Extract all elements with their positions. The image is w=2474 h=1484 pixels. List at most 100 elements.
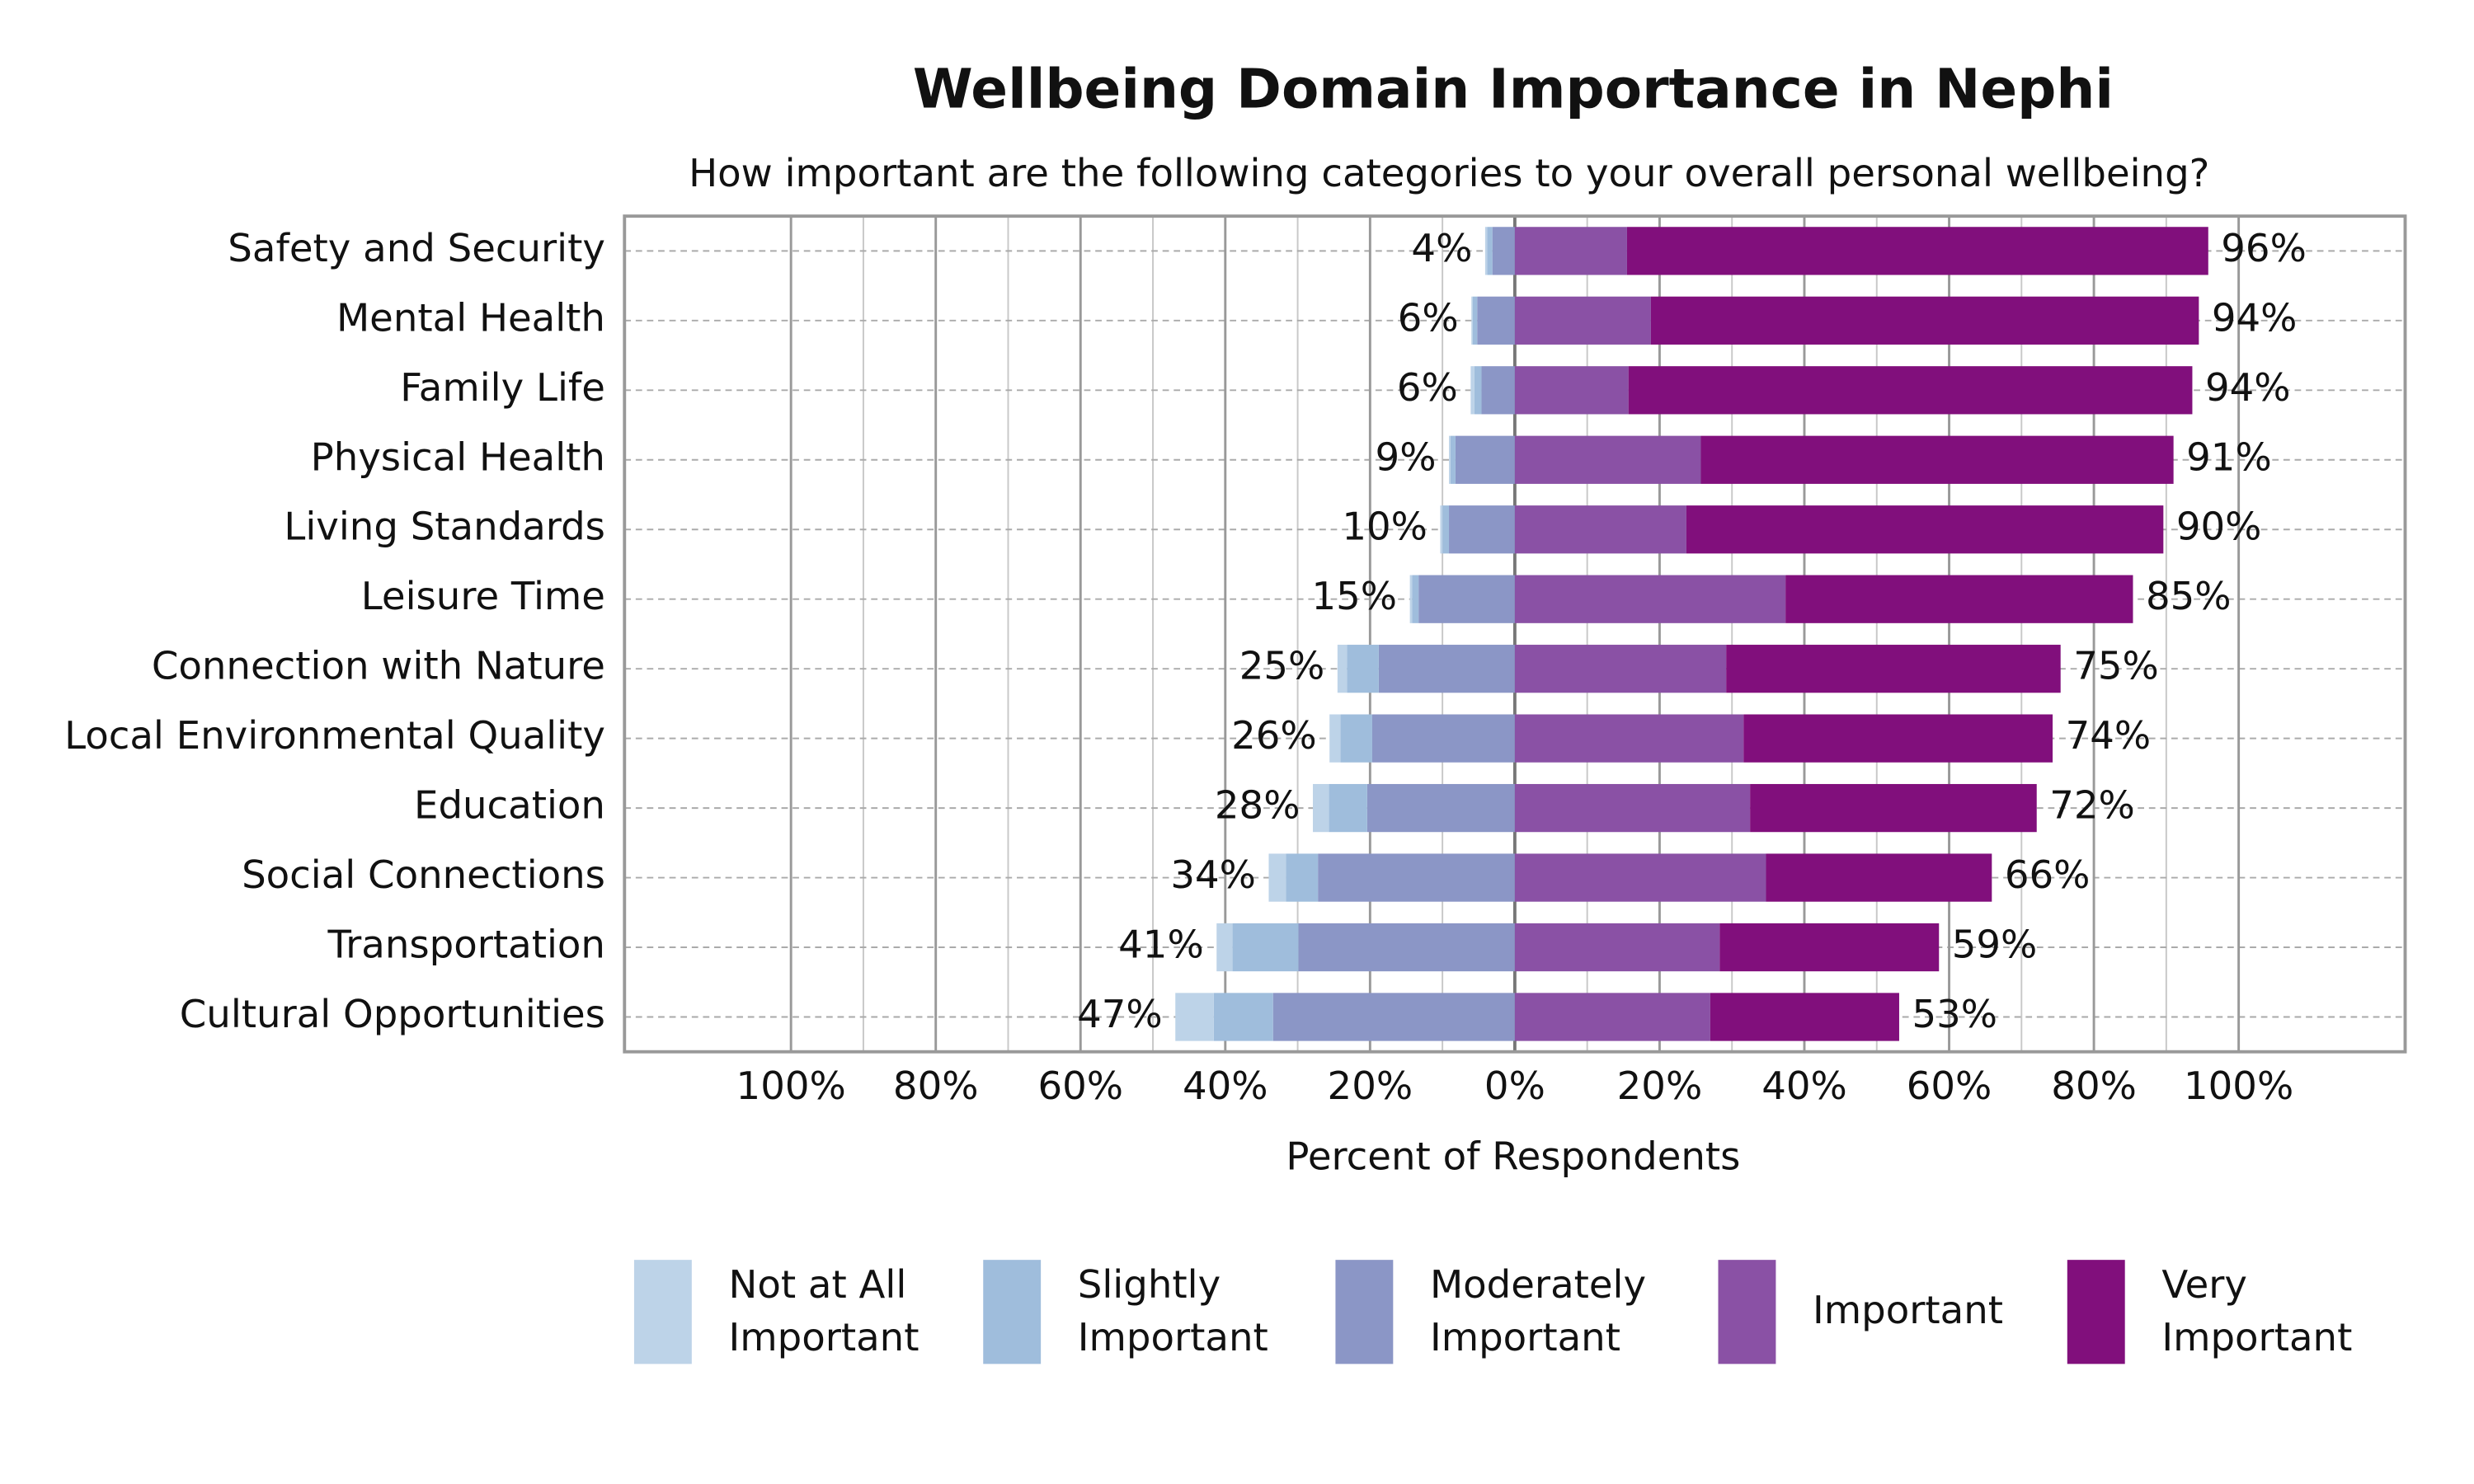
negative-total-label: 47% bbox=[1077, 992, 1163, 1036]
negative-total-label: 26% bbox=[1231, 713, 1317, 758]
bar-segment bbox=[1650, 296, 2199, 345]
legend-swatch bbox=[1335, 1260, 1394, 1364]
bar-segment bbox=[1514, 923, 1720, 972]
negative-total-label: 4% bbox=[1411, 226, 1472, 270]
bar-segment bbox=[1418, 575, 1515, 623]
bar-segment bbox=[1347, 645, 1379, 693]
negative-total-label: 6% bbox=[1398, 295, 1459, 340]
positive-total-label: 75% bbox=[2073, 644, 2159, 688]
negative-total-label: 41% bbox=[1118, 923, 1204, 967]
bar-segment bbox=[1514, 366, 1629, 415]
legend-swatch bbox=[983, 1260, 1042, 1364]
bar-segment bbox=[1329, 783, 1367, 833]
legend-swatch bbox=[633, 1260, 692, 1364]
bar-segment bbox=[1366, 783, 1515, 833]
negative-total-label: 28% bbox=[1215, 783, 1300, 828]
positive-total-label: 74% bbox=[2066, 713, 2152, 758]
positive-total-label: 72% bbox=[2049, 783, 2135, 828]
bar-segment bbox=[1743, 714, 2053, 763]
bar-segment bbox=[1487, 227, 1493, 275]
bar-segment bbox=[1492, 227, 1515, 275]
category-label: Physical Health bbox=[311, 434, 605, 479]
x-axis-title: Percent of Respondents bbox=[1286, 1134, 1740, 1178]
x-tick-label: 80% bbox=[893, 1064, 979, 1108]
negative-total-label: 9% bbox=[1376, 434, 1437, 479]
bar-segment bbox=[1785, 575, 2133, 623]
bar-segment bbox=[1719, 923, 1940, 972]
legend-swatch bbox=[1718, 1260, 1776, 1364]
negative-total-label: 10% bbox=[1342, 505, 1427, 549]
legend-label: Not at All Important bbox=[728, 1262, 919, 1360]
bar-segment bbox=[1378, 645, 1515, 693]
bar-segment bbox=[1710, 993, 1899, 1041]
bar-segment bbox=[1329, 714, 1341, 763]
bar-segment bbox=[1766, 853, 1992, 902]
category-label: Local Environmental Quality bbox=[64, 713, 605, 758]
bar-segment bbox=[1298, 923, 1515, 972]
positive-total-label: 90% bbox=[2176, 505, 2262, 549]
bar-segment bbox=[1472, 296, 1478, 345]
legend-label: Very Important bbox=[2161, 1262, 2352, 1360]
bar-segment bbox=[1449, 505, 1515, 554]
category-label: Mental Health bbox=[336, 295, 605, 340]
bar-segment bbox=[1213, 993, 1273, 1041]
bar-segment bbox=[1628, 366, 2193, 415]
bar-segment bbox=[1514, 296, 1651, 345]
positive-total-label: 59% bbox=[1952, 923, 2038, 967]
bar-segment bbox=[1409, 575, 1413, 623]
positive-total-label: 91% bbox=[2186, 434, 2272, 479]
category-label: Connection with Nature bbox=[152, 644, 605, 688]
category-label: Safety and Security bbox=[228, 226, 605, 270]
bar-segment bbox=[1449, 435, 1451, 484]
category-label: Education bbox=[414, 783, 605, 828]
bar-segment bbox=[1470, 366, 1475, 415]
bar-segment bbox=[1626, 227, 2208, 275]
bar-segment bbox=[1455, 435, 1515, 484]
bar-segment bbox=[1272, 993, 1515, 1041]
category-label: Living Standards bbox=[284, 505, 605, 549]
chart-subtitle: How important are the following categori… bbox=[689, 151, 2209, 195]
negative-total-label: 6% bbox=[1397, 365, 1458, 410]
bar-segment bbox=[1440, 505, 1443, 554]
x-tick-label: 80% bbox=[2051, 1064, 2137, 1108]
x-tick-label: 40% bbox=[1183, 1064, 1268, 1108]
positive-total-label: 53% bbox=[1912, 992, 1998, 1036]
bar-segment bbox=[1175, 993, 1214, 1041]
bar-segment bbox=[1474, 366, 1482, 415]
bar-segment bbox=[1313, 783, 1329, 833]
bar-segment bbox=[1514, 853, 1766, 902]
positive-total-label: 94% bbox=[2205, 365, 2291, 410]
legend-label: Moderately Important bbox=[1430, 1262, 1646, 1360]
category-label: Cultural Opportunities bbox=[180, 992, 605, 1036]
bar-segment bbox=[1318, 853, 1515, 902]
bar-segment bbox=[1700, 435, 2174, 484]
category-label: Family Life bbox=[400, 365, 605, 410]
x-tick-label: 100% bbox=[736, 1064, 846, 1108]
x-tick-label: 0% bbox=[1484, 1064, 1545, 1108]
negative-total-label: 34% bbox=[1170, 852, 1256, 897]
positive-total-label: 66% bbox=[2005, 852, 2091, 897]
bar-segment bbox=[1686, 505, 2164, 554]
category-label: Transportation bbox=[327, 923, 605, 967]
bar-segment bbox=[1514, 993, 1710, 1041]
bar-segment bbox=[1514, 505, 1686, 554]
bar-segment bbox=[1514, 435, 1701, 484]
chart-title: Wellbeing Domain Importance in Nephi bbox=[913, 58, 2114, 121]
bar-segment bbox=[1471, 296, 1473, 345]
bar-segment bbox=[1477, 296, 1515, 345]
bar-segment bbox=[1232, 923, 1299, 972]
legend-label: Slightly Important bbox=[1078, 1262, 1268, 1360]
x-tick-label: 60% bbox=[1037, 1064, 1123, 1108]
bar-segment bbox=[1450, 435, 1456, 484]
bar-segment bbox=[1371, 714, 1515, 763]
bar-segment bbox=[1514, 227, 1627, 275]
x-tick-label: 60% bbox=[1907, 1064, 1992, 1108]
bar-segment bbox=[1484, 227, 1488, 275]
bar-segment bbox=[1481, 366, 1515, 415]
category-label: Social Connections bbox=[242, 852, 605, 897]
positive-total-label: 96% bbox=[2221, 226, 2307, 270]
legend-label: Important bbox=[1813, 1288, 2003, 1332]
bar-segment bbox=[1726, 645, 2061, 693]
